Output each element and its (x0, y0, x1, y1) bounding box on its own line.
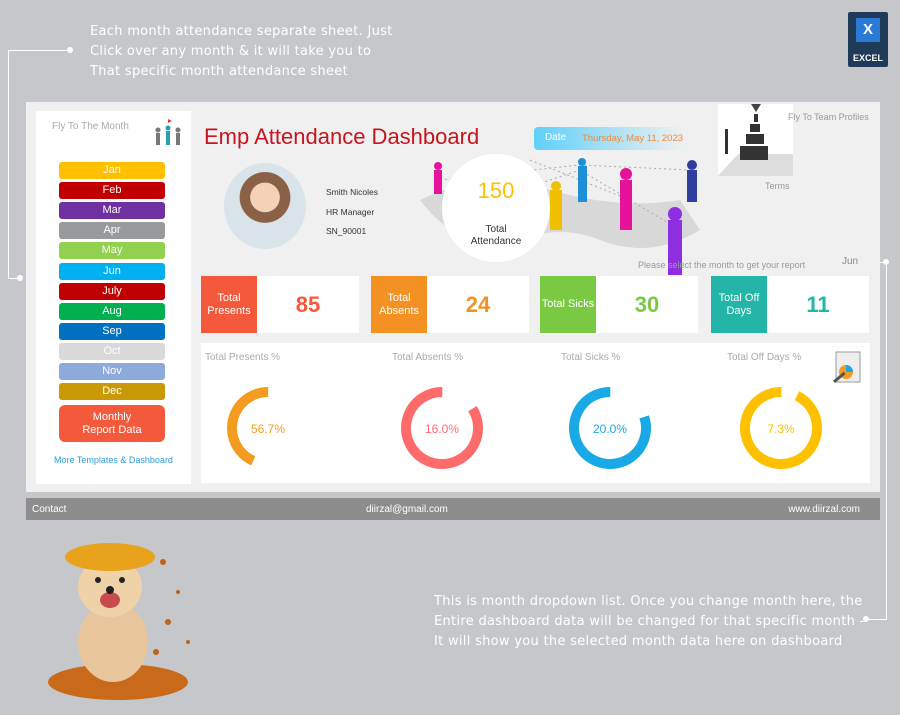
donut-ring (569, 387, 651, 469)
total-attendance-circle: 150 Total Attendance (442, 154, 550, 262)
total-attendance-value: 150 (477, 178, 515, 203)
connector-line (8, 50, 70, 51)
donut-chart (569, 387, 651, 469)
team-icon (155, 119, 181, 145)
kpi-card: Total Off Days 11 (711, 276, 869, 333)
note-line: This is month dropdown list. Once you ch… (434, 594, 863, 609)
total-attendance-label: Total Attendance (470, 224, 522, 247)
month-button-sep[interactable]: Sep (59, 322, 165, 340)
kpi-card: Total Absents 24 (371, 276, 529, 333)
report-chart-icon (832, 351, 861, 384)
terms-link[interactable]: Terms (765, 181, 790, 191)
month-button-july[interactable]: July (59, 282, 165, 300)
kpi-value: 30 (634, 291, 660, 317)
donut-chart (227, 387, 309, 469)
date-field: Date Thursday, May 11, 2023 (534, 127, 684, 150)
employee-info: Smith Nicoles HR Manager SN_90001 (326, 183, 378, 242)
bottom-annotation: This is month dropdown list. Once you ch… (434, 592, 865, 652)
note-line: Click over any month & it will take you … (90, 44, 372, 59)
team-profiles-image[interactable] (718, 104, 793, 176)
excel-logo: X EXCEL (848, 12, 888, 67)
donut-ring (401, 387, 483, 469)
dog-illustration (48, 543, 190, 700)
donut-value: 16.0% (424, 422, 460, 436)
kpi-value: 11 (806, 291, 830, 317)
donut-value: 20.0% (592, 422, 628, 436)
donut-title: Total Off Days % (727, 352, 802, 363)
month-button-jun[interactable]: Jun (59, 262, 165, 280)
month-button-oct[interactable]: Oct (59, 342, 165, 360)
date-value: Thursday, May 11, 2023 (582, 133, 684, 144)
monthly-report-button[interactable]: Monthly Report Data (59, 405, 165, 442)
month-button-feb[interactable]: Feb (59, 182, 165, 200)
page-title: Emp Attendance Dashboard (204, 124, 480, 149)
month-button-may[interactable]: May (59, 242, 165, 260)
month-button-dec[interactable]: Dec (59, 383, 165, 401)
month-button-apr[interactable]: Apr (59, 222, 165, 240)
footer-website[interactable]: www.diirzal.com (788, 504, 860, 515)
top-annotation: Each month attendance separate sheet. Ju… (90, 22, 393, 82)
note-line: Each month attendance separate sheet. Ju… (90, 24, 393, 39)
month-prompt: Please select the month to get your repo… (638, 260, 806, 270)
month-button-nov[interactable]: Nov (59, 363, 165, 380)
more-templates-link[interactable]: More Templates & Dashboard (54, 455, 173, 465)
kpi-value: 85 (295, 291, 321, 317)
connector-line (8, 278, 20, 279)
kpi-label: Total Absents (371, 276, 427, 333)
month-dropdown[interactable]: Jun (842, 256, 859, 267)
month-sidebar: Fly To The Month Jan Feb Mar Apr May Jun July A… (36, 111, 191, 484)
connector-line (886, 262, 887, 620)
donut-value: 7.3% (767, 422, 795, 436)
kpi-card: Total Presents 85 (201, 276, 359, 333)
donut-title: Total Presents % (205, 352, 281, 363)
kpi-label: Total Off Days (711, 276, 767, 333)
footer-email[interactable]: diirzal@gmail.com (366, 504, 448, 515)
footer-contact: Contact (32, 504, 67, 515)
date-label: Date (545, 132, 567, 143)
excel-label: EXCEL (852, 53, 883, 63)
kpi-label: Total Sicks (540, 276, 596, 333)
connector-dot (67, 47, 73, 53)
connector-line (8, 50, 9, 278)
team-profiles-link[interactable]: Fly To Team Profiles (788, 112, 869, 122)
month-button-aug[interactable]: Aug (59, 302, 165, 320)
donut-chart (740, 387, 822, 469)
employee-role: HR Manager (326, 206, 375, 217)
employee-avatar (224, 163, 306, 249)
month-button-jan[interactable]: Jan (59, 162, 165, 179)
note-line: Entire dashboard data will be changed fo… (434, 614, 865, 629)
donut-title: Total Sicks % (561, 352, 621, 363)
connector-dot (863, 616, 869, 622)
connector-dot (883, 259, 889, 265)
kpi-label: Total Presents (201, 276, 257, 333)
employee-name: Smith Nicoles (326, 187, 378, 197)
excel-icon: X (856, 18, 880, 42)
donut-value: 56.7% (250, 422, 286, 436)
donut-chart (401, 387, 483, 469)
note-line: It will show you the selected month data… (434, 634, 843, 649)
footer-bar: Contact diirzal@gmail.com www.diirzal.co… (26, 498, 880, 520)
donut-title: Total Absents % (392, 352, 464, 363)
note-line: That specific month attendance sheet (90, 64, 348, 79)
employee-id: SN_90001 (326, 226, 367, 236)
sidebar-title: Fly To The Month (52, 121, 129, 132)
kpi-card: Total Sicks 30 (540, 276, 698, 333)
kpi-value: 24 (465, 291, 491, 317)
connector-line (866, 619, 886, 620)
month-button-mar[interactable]: Mar (59, 202, 165, 220)
connector-dot (17, 275, 23, 281)
